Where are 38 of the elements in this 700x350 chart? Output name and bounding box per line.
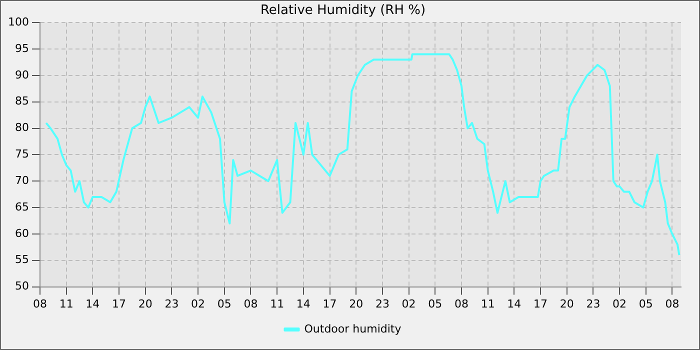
x-tick-label: 17 xyxy=(112,297,126,310)
x-tick-label: 20 xyxy=(560,297,574,310)
y-tick-label: 95 xyxy=(14,42,29,55)
y-tick-label: 50 xyxy=(14,280,29,293)
x-tick-label: 08 xyxy=(454,297,468,310)
y-tick-label: 70 xyxy=(14,174,29,187)
y-tick-label: 65 xyxy=(14,200,29,214)
x-tick-label: 14 xyxy=(296,297,310,310)
x-tick-label: 02 xyxy=(612,297,627,310)
x-tick-label: 02 xyxy=(191,297,206,310)
y-tick-label: 55 xyxy=(14,253,29,266)
x-tick-label: 11 xyxy=(270,297,284,310)
chart-title: Relative Humidity (RH %) xyxy=(260,3,426,18)
x-tick-label: 08 xyxy=(244,297,258,310)
x-tick-label: 08 xyxy=(665,297,680,310)
y-tick-label: 80 xyxy=(14,121,29,134)
x-tick-label: 14 xyxy=(86,297,100,310)
legend-label: Outdoor humidity xyxy=(304,322,402,336)
x-tick-label: 05 xyxy=(638,297,653,310)
x-tick-label: 11 xyxy=(480,297,495,310)
x-tick-label: 23 xyxy=(375,297,390,310)
x-tick-label: 11 xyxy=(59,297,74,310)
x-tick-label: 05 xyxy=(428,297,442,310)
x-tick-label: 20 xyxy=(138,297,152,310)
x-tick-label: 17 xyxy=(322,297,337,310)
x-tick-label: 02 xyxy=(402,297,416,310)
x-tick-label: 17 xyxy=(534,297,548,310)
x-tick-label: 20 xyxy=(349,297,364,310)
y-tick-label: 85 xyxy=(14,94,29,108)
x-tick-label: 05 xyxy=(217,297,232,310)
x-tick-label: 23 xyxy=(164,297,179,310)
x-tick-label: 08 xyxy=(32,297,47,310)
y-tick-label: 90 xyxy=(14,68,29,82)
x-tick-label: 14 xyxy=(507,297,522,310)
x-tick-label: 23 xyxy=(586,297,600,310)
y-tick-label: 100 xyxy=(8,15,29,28)
y-tick-label: 60 xyxy=(14,226,29,240)
y-tick-label: 75 xyxy=(14,148,29,161)
